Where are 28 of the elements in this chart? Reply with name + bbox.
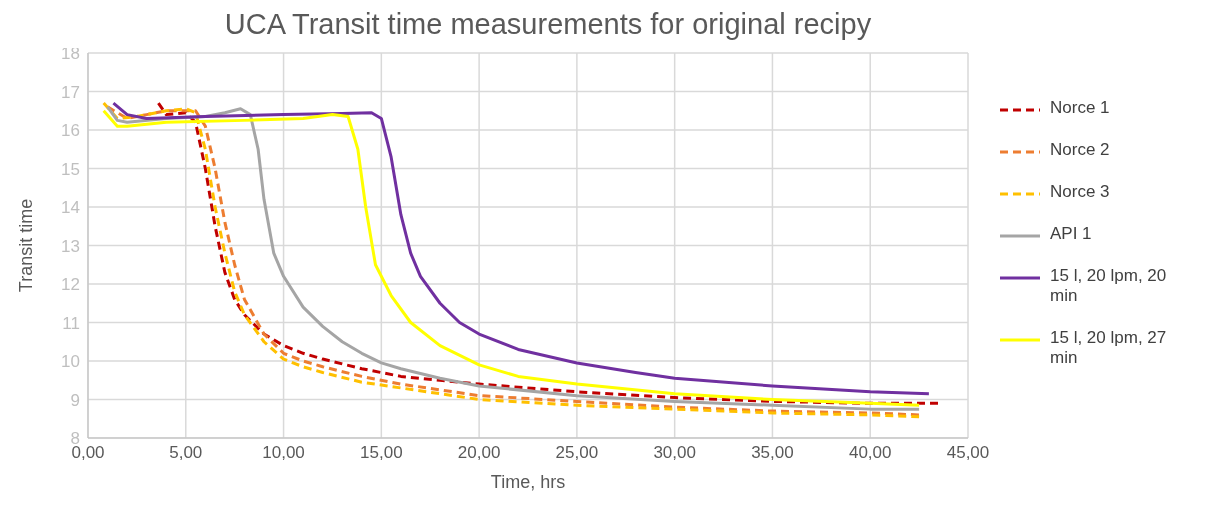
x-tick-label: 20,00 — [457, 443, 501, 463]
y-tick-label: 17 — [61, 82, 80, 102]
x-tick-label: 35,00 — [751, 443, 794, 463]
legend-label: 15 l, 20 lpm, 27 min — [1050, 328, 1168, 368]
x-tick-label: 30,00 — [653, 443, 696, 463]
y-tick-label: 11 — [62, 313, 80, 333]
legend-label: Norce 1 — [1050, 98, 1111, 118]
y-tick-label: 15 — [61, 159, 80, 179]
x-tick-label: 10,00 — [262, 443, 305, 463]
y-tick-label: 16 — [61, 121, 80, 141]
y-tick-label: 13 — [61, 236, 80, 256]
legend-label: API 1 — [1050, 224, 1093, 244]
y-axis-title: Transit time — [16, 198, 37, 293]
x-tick-label: 15,00 — [360, 443, 403, 463]
y-tick-label: 14 — [61, 198, 80, 218]
y-tick-label: 10 — [61, 352, 80, 372]
chart-title: UCA Transit time measurements for original recipy — [224, 8, 872, 40]
y-tick-label: 9 — [70, 390, 80, 410]
legend-label: Norce 2 — [1050, 140, 1111, 160]
x-tick-label: 5,00 — [169, 443, 203, 463]
legend-label: Norce 3 — [1050, 182, 1111, 202]
y-tick-label: 12 — [61, 275, 80, 295]
x-tick-label: 25,00 — [555, 443, 599, 463]
legend-label: 15 l, 20 lpm, 20 min — [1050, 266, 1168, 306]
x-axis-title: Time, hrs — [490, 472, 566, 492]
y-tick-label: 18 — [61, 44, 80, 64]
x-tick-label: 40,00 — [848, 443, 892, 463]
x-tick-label: 45,00 — [946, 443, 990, 463]
